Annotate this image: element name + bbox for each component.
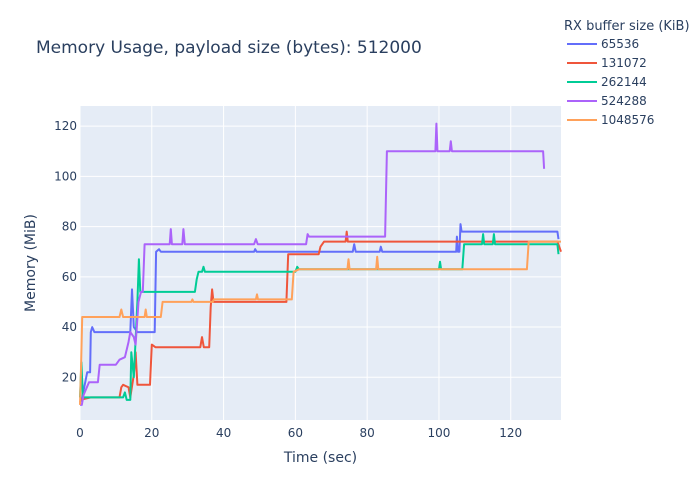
legend-label: 65536 [601, 37, 639, 51]
y-tick-label: 40 [62, 320, 77, 334]
legend-item-131072[interactable]: 131072 [567, 56, 647, 70]
gridlines [79, 106, 561, 420]
x-tick-label: 0 [76, 426, 84, 440]
y-tick-label: 100 [54, 169, 77, 183]
legend-item-65536[interactable]: 65536 [567, 37, 639, 51]
plot-area [80, 106, 561, 420]
legend-item-262144[interactable]: 262144 [567, 75, 647, 89]
legend-item-524288[interactable]: 524288 [567, 94, 647, 108]
x-tick-label: 60 [288, 426, 303, 440]
y-tick-label: 120 [54, 119, 77, 133]
y-axis: 20 40 60 80 100 120 [54, 119, 77, 384]
legend[interactable]: RX buffer size (KiB) 65536 131072 262144 52… [564, 19, 690, 127]
x-tick-label: 40 [216, 426, 231, 440]
x-tick-label: 20 [144, 426, 159, 440]
series-line-65536 [79, 223, 560, 403]
legend-label: 524288 [601, 94, 647, 108]
series-line-262144 [79, 233, 560, 401]
x-tick-label: 100 [428, 426, 451, 440]
legend-title: RX buffer size (KiB) [564, 19, 690, 34]
series-line-1048576 [79, 240, 561, 405]
chart-title: Memory Usage, payload size (bytes): 5120… [36, 38, 422, 58]
y-tick-label: 20 [62, 370, 77, 384]
x-axis: 0 20 40 60 80 100 120 [76, 426, 522, 440]
series-line-131072 [79, 230, 562, 401]
y-axis-title: Memory (MiB) [23, 214, 39, 312]
legend-label: 131072 [601, 56, 647, 70]
legend-label: 262144 [601, 75, 647, 89]
legend-item-1048576[interactable]: 1048576 [567, 113, 654, 127]
x-tick-label: 80 [360, 426, 375, 440]
x-tick-label: 120 [499, 426, 522, 440]
series-line-524288 [80, 122, 546, 406]
y-tick-label: 60 [62, 270, 77, 284]
y-tick-label: 80 [62, 220, 77, 234]
series-layer [79, 122, 562, 406]
x-axis-title: Time (sec) [283, 450, 357, 466]
legend-label: 1048576 [601, 113, 654, 127]
